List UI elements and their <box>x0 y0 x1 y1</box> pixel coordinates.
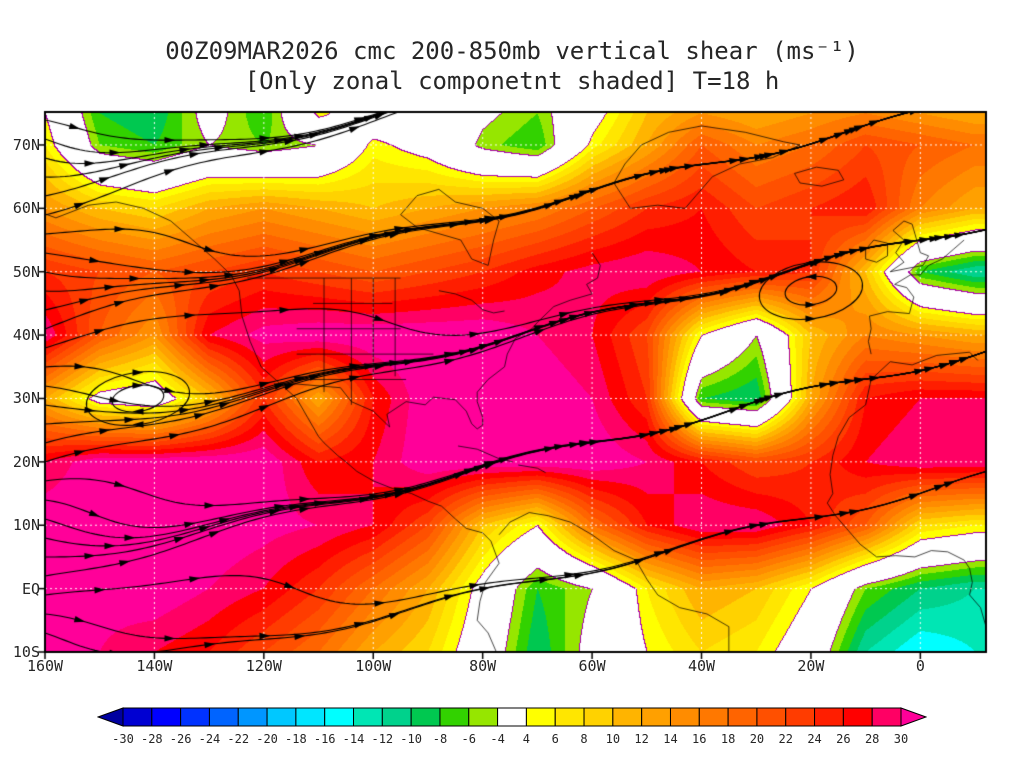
lat-tick-label: 10N <box>12 516 40 535</box>
colorbar-segment <box>669 707 700 727</box>
colorbar-tick-label: 18 <box>720 732 736 746</box>
lon-tick-label: 40W <box>687 657 716 675</box>
colorbar-segment <box>554 707 585 727</box>
lon-tick-label: 80W <box>469 657 497 675</box>
lat-tick-label: 40N <box>12 326 40 345</box>
colorbar-tick-label: -22 <box>227 732 250 746</box>
colorbar-segment <box>237 707 268 727</box>
lon-tick-label: 0 <box>915 657 925 675</box>
title-line-2: [Only zonal componetnt shaded] T=18 h <box>244 67 780 95</box>
colorbar-tick-label: 10 <box>605 732 621 746</box>
colorbar-tick-label: 28 <box>864 732 880 746</box>
colorbar-tick-label: 24 <box>807 732 822 746</box>
colorbar-segment <box>525 707 556 727</box>
colorbar-segment <box>612 707 643 727</box>
colorbar-segment <box>814 707 844 727</box>
colorbar-segment <box>324 707 355 727</box>
colorbar-tick-label: -26 <box>169 732 192 746</box>
colorbar-tick-label: -6 <box>461 732 476 746</box>
colorbar-tick-label: -28 <box>140 732 163 746</box>
lon-tick-label: 160W <box>26 657 64 675</box>
colorbar-segment <box>698 707 729 727</box>
lon-tick-label: 140W <box>136 657 173 675</box>
lon-tick-label: 120W <box>245 657 282 675</box>
colorbar-tick-label: -18 <box>285 732 307 746</box>
colorbar-segment <box>381 707 412 727</box>
colorbar-left-arrow <box>96 707 124 727</box>
title-line-1: 00Z09MAR2026 cmc 200-850mb vertical shea… <box>165 37 859 65</box>
colorbar-segment <box>295 707 326 727</box>
lat-tick-label: 30N <box>12 389 40 408</box>
colorbar-segment <box>727 707 758 727</box>
colorbar-segment <box>842 707 873 727</box>
colorbar-swatches <box>96 707 928 727</box>
colorbar-tick-label: -14 <box>342 732 365 746</box>
colorbar-tick-label: -16 <box>313 732 336 746</box>
colorbar-tick-label: 30 <box>893 732 909 746</box>
colorbar-tick-label: 22 <box>778 732 793 746</box>
colorbar-segment <box>208 707 239 727</box>
colorbar-segment <box>439 707 470 727</box>
colorbar-tick-label: -12 <box>371 732 394 746</box>
colorbar-right-arrow <box>900 707 928 727</box>
colorbar-tick-label: -20 <box>256 732 278 746</box>
lat-tick-label: 10S <box>12 643 40 661</box>
lon-tick-label: 100W <box>355 657 392 675</box>
colorbar-tick-label: 8 <box>580 732 588 746</box>
colorbar-tick-label: -8 <box>432 732 448 746</box>
figure-title: 00Z09MAR2026 cmc 200-850mb vertical shea… <box>0 36 1024 96</box>
colorbar-segment <box>151 707 182 727</box>
lon-tick-label: 60W <box>578 657 606 675</box>
colorbar-tick-label: 20 <box>749 732 765 746</box>
colorbar-segment <box>497 707 527 727</box>
colorbar-tick-label: -24 <box>198 732 221 746</box>
colorbar-tick-label: -4 <box>490 732 505 746</box>
colorbar-segment <box>583 707 614 727</box>
lat-tick-label: 50N <box>12 262 40 281</box>
colorbar-segment <box>468 707 499 727</box>
colorbar-segment <box>353 707 383 727</box>
colorbar-tick-label: 4 <box>522 732 531 746</box>
colorbar-tick-label: 16 <box>692 732 707 746</box>
lat-tick-label: 60N <box>12 199 40 218</box>
colorbar-tick-label: 14 <box>663 732 678 746</box>
colorbar-tick-label: 6 <box>551 732 559 746</box>
colorbar-segment <box>266 707 297 727</box>
colorbar-tick-label: -10 <box>400 732 422 746</box>
lat-tick-label: 70N <box>12 135 40 154</box>
colorbar-tick-label: -30 <box>112 732 134 746</box>
colorbar-segment <box>871 707 902 727</box>
colorbar-tick-label: 12 <box>634 732 649 746</box>
lat-tick-label: 20N <box>12 452 40 471</box>
shear-map-canvas <box>0 100 1024 670</box>
colorbar-segment <box>785 707 816 727</box>
colorbar-tick-label: 26 <box>836 732 851 746</box>
lat-tick-label: EQ <box>21 579 40 598</box>
colorbar-segment <box>122 707 153 727</box>
lon-tick-label: 20W <box>797 657 825 675</box>
colorbar: -30 -28 -26 -24 -22 -20 -18 -16 -14 -12 -10 -8 -6 -4 4… <box>96 707 928 752</box>
colorbar-segment <box>180 707 210 727</box>
colorbar-segment <box>641 707 671 727</box>
colorbar-segment <box>756 707 787 727</box>
colorbar-segment <box>410 707 441 727</box>
